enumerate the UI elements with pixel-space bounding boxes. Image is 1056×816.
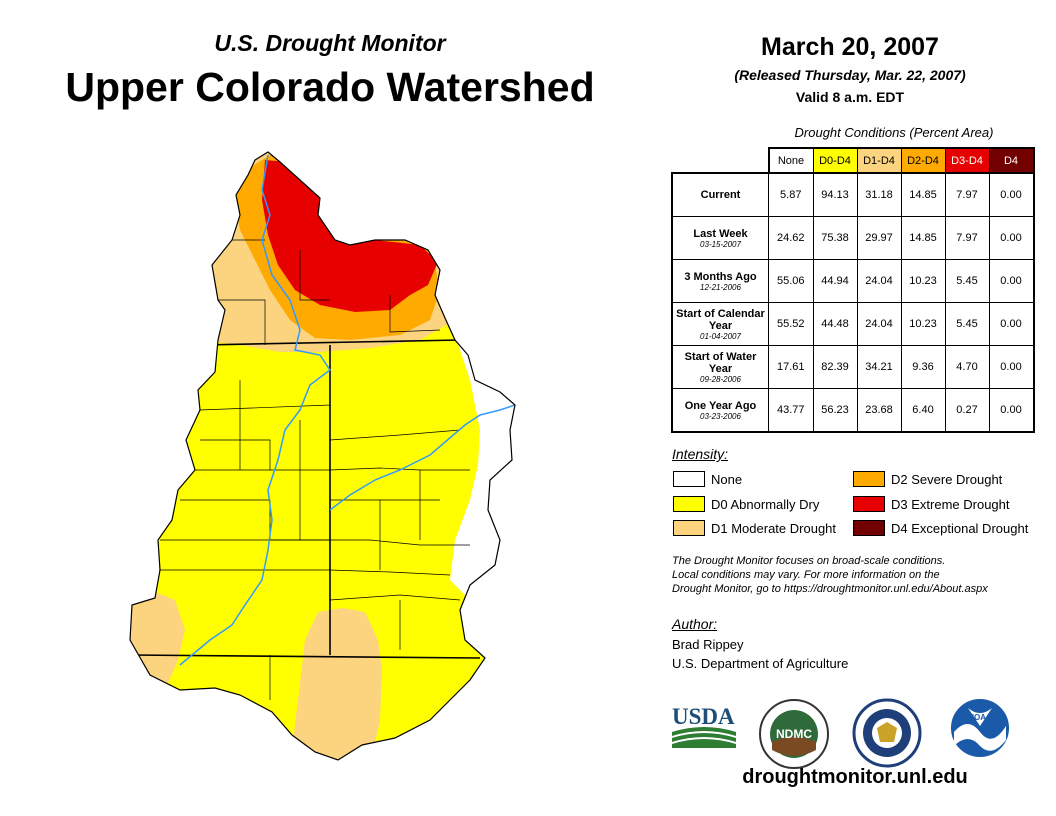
table-cell: 82.39 bbox=[812, 345, 858, 389]
svg-text:NOAA: NOAA bbox=[968, 713, 992, 722]
legend-title: Intensity: bbox=[672, 446, 729, 462]
table-cell: 56.23 bbox=[812, 388, 858, 433]
drought-map bbox=[129, 151, 516, 761]
table-cell: 0.27 bbox=[944, 388, 990, 433]
legend-label-d1: D1 Moderate Drought bbox=[711, 521, 837, 536]
column-header-d0-d4: D0-D4 bbox=[812, 147, 858, 174]
map-title: Upper Colorado Watershed bbox=[65, 64, 595, 110]
usda-logo: USDA bbox=[672, 704, 736, 748]
table-cell: 55.06 bbox=[768, 259, 814, 303]
legend-swatch-d4 bbox=[853, 520, 885, 536]
table-cell: 14.85 bbox=[900, 172, 946, 217]
release-date: (Released Thursday, Mar. 22, 2007) bbox=[734, 67, 966, 83]
table-row-3-months-ago: 3 Months Ago 12-21-2006 55.06 44.94 24.04… bbox=[671, 259, 1035, 303]
table-cell: 24.62 bbox=[768, 216, 814, 260]
table-cell: 0.00 bbox=[988, 259, 1035, 303]
note-line: Drought Monitor, go to https://droughtmo… bbox=[672, 583, 988, 595]
table-cell: 5.87 bbox=[768, 172, 814, 217]
column-header-d3-d4: D3-D4 bbox=[944, 147, 990, 174]
table-cell: 0.00 bbox=[988, 345, 1035, 389]
table-cell: 31.18 bbox=[856, 172, 902, 217]
row-label: 3 Months Ago 12-21-2006 bbox=[671, 259, 769, 303]
legend-swatch-d1 bbox=[673, 520, 705, 536]
author-organization: U.S. Department of Agriculture bbox=[672, 656, 849, 671]
legend-swatch-d2 bbox=[853, 471, 885, 487]
map-area-d3 bbox=[262, 160, 438, 312]
table-caption: Drought Conditions (Percent Area) bbox=[794, 125, 994, 140]
table-cell: 9.36 bbox=[900, 345, 946, 389]
row-label: Current bbox=[671, 172, 769, 217]
table-cell: 10.23 bbox=[900, 302, 946, 346]
table-row-current: Current 5.87 94.13 31.18 14.85 7.97 0.00 bbox=[671, 172, 1035, 217]
drought-conditions-table: None D0-D4 D1-D4 D2-D4 D3-D4 D4 Current … bbox=[671, 147, 1035, 433]
column-header-d4: D4 bbox=[988, 147, 1035, 174]
table-cell: 43.77 bbox=[768, 388, 814, 433]
table-cell: 14.85 bbox=[900, 216, 946, 260]
noaa-logo: NOAA bbox=[949, 697, 1011, 759]
author-title: Author: bbox=[672, 616, 718, 632]
table-cell: 10.23 bbox=[900, 259, 946, 303]
row-label: Start of Calendar Year 01-04-2007 bbox=[671, 302, 769, 346]
row-label: One Year Ago 03-23-2006 bbox=[671, 388, 769, 433]
table-row-start-of-calendar-year: Start of Calendar Year 01-04-2007 55.52 4… bbox=[671, 302, 1035, 346]
row-label: Last Week 03-15-2007 bbox=[671, 216, 769, 260]
colorado-river bbox=[179, 154, 515, 666]
table-cell: 24.04 bbox=[856, 302, 902, 346]
column-header-d2-d4: D2-D4 bbox=[900, 147, 946, 174]
table-cell: 0.00 bbox=[988, 388, 1035, 433]
table-cell: 55.52 bbox=[768, 302, 814, 346]
ndmc-logo: NDMC bbox=[759, 699, 829, 769]
table-cell: 29.97 bbox=[856, 216, 902, 260]
table-row-one-year-ago: One Year Ago 03-23-2006 43.77 56.23 23.68… bbox=[671, 388, 1035, 433]
legend-label-none: None bbox=[711, 472, 743, 487]
table-corner bbox=[672, 148, 769, 173]
legend-label-d4: D4 Exceptional Drought bbox=[891, 521, 1029, 536]
climate-center-seal bbox=[852, 698, 922, 768]
legend-label-d0: D0 Abnormally Dry bbox=[711, 497, 820, 512]
author-name: Brad Rippey bbox=[672, 637, 744, 652]
state-lines bbox=[130, 339, 481, 659]
column-header-none: None bbox=[767, 147, 814, 174]
table-cell: 17.61 bbox=[768, 345, 814, 389]
table-cell: 5.45 bbox=[944, 302, 990, 346]
column-header-d1-d4: D1-D4 bbox=[856, 147, 902, 174]
legend-swatch-d0 bbox=[673, 496, 705, 512]
table-cell: 0.00 bbox=[988, 302, 1035, 346]
table-cell: 94.13 bbox=[812, 172, 858, 217]
table-cell: 6.40 bbox=[900, 388, 946, 433]
table-cell: 24.04 bbox=[856, 259, 902, 303]
legend-swatch-d3 bbox=[853, 496, 885, 512]
table-row-last-week: Last Week 03-15-2007 24.62 75.38 29.97 14… bbox=[671, 216, 1035, 260]
legend-label-d2: D2 Severe Drought bbox=[891, 472, 1003, 487]
table-cell: 75.38 bbox=[812, 216, 858, 260]
table-cell: 4.70 bbox=[944, 345, 990, 389]
legend-label-d3: D3 Extreme Drought bbox=[891, 497, 1010, 512]
table-cell: 7.97 bbox=[944, 172, 990, 217]
table-cell: 34.21 bbox=[856, 345, 902, 389]
legend-swatch-none bbox=[673, 471, 705, 487]
valid-time: Valid 8 a.m. EDT bbox=[795, 89, 905, 105]
table-cell: 7.97 bbox=[944, 216, 990, 260]
table-row-start-of-water-year: Start of Water Year 09-28-2006 17.61 82.3… bbox=[671, 345, 1035, 389]
disclaimer-note: The Drought Monitor focuses on broad-sca… bbox=[672, 554, 1052, 596]
table-cell: 0.00 bbox=[988, 216, 1035, 260]
table-cell: 5.45 bbox=[944, 259, 990, 303]
map-date: March 20, 2007 bbox=[761, 33, 939, 61]
map-area-d1-south bbox=[290, 608, 382, 760]
note-line: The Drought Monitor focuses on broad-sca… bbox=[672, 555, 946, 567]
website-url[interactable]: droughtmonitor.unl.edu bbox=[742, 766, 968, 788]
row-label: Start of Water Year 09-28-2006 bbox=[671, 345, 769, 389]
table-cell: 0.00 bbox=[988, 172, 1035, 217]
table-cell: 23.68 bbox=[856, 388, 902, 433]
table-cell: 44.48 bbox=[812, 302, 858, 346]
basin-outline bbox=[129, 151, 516, 761]
map-subtitle: U.S. Drought Monitor bbox=[214, 30, 446, 56]
note-line: Local conditions may vary. For more info… bbox=[672, 569, 940, 581]
svg-text:USDA: USDA bbox=[672, 704, 735, 729]
svg-text:NDMC: NDMC bbox=[776, 727, 812, 741]
table-cell: 44.94 bbox=[812, 259, 858, 303]
